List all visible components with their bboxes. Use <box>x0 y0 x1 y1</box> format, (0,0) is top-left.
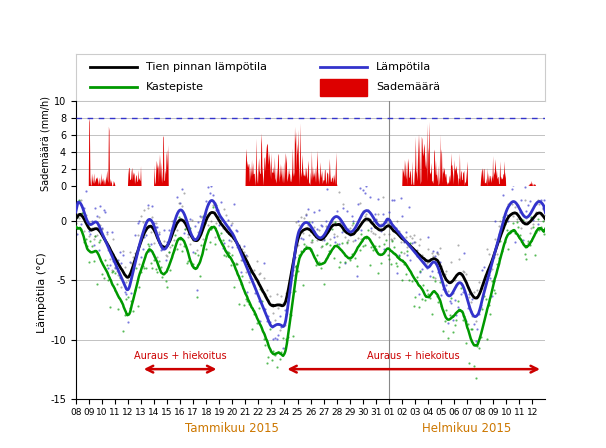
Text: Kastepiste: Kastepiste <box>146 82 204 92</box>
Text: Sademäärä: Sademäärä <box>376 82 441 92</box>
Text: Auraus + hiekoitus: Auraus + hiekoitus <box>134 351 227 361</box>
Y-axis label: Sademäärä (mm/h): Sademäärä (mm/h) <box>41 96 51 191</box>
Text: Auraus + hiekoitus: Auraus + hiekoitus <box>367 351 460 361</box>
FancyBboxPatch shape <box>320 79 367 96</box>
Text: Tammikuu 2015: Tammikuu 2015 <box>185 422 279 435</box>
Text: Helmikuu 2015: Helmikuu 2015 <box>422 422 511 435</box>
Y-axis label: Lämpötila (°C): Lämpötila (°C) <box>38 252 47 332</box>
Text: Lämpötila: Lämpötila <box>376 62 431 72</box>
Text: Tien pinnan lämpötila: Tien pinnan lämpötila <box>146 62 267 72</box>
